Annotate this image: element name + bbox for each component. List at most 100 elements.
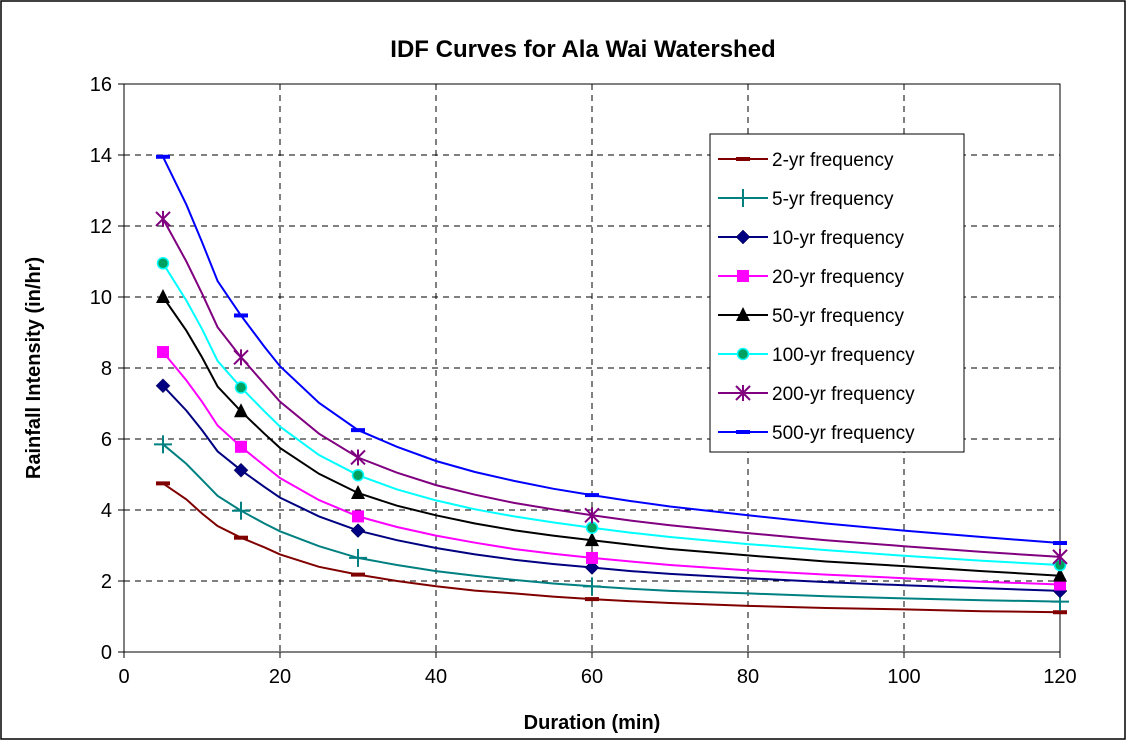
data-point — [351, 428, 365, 433]
legend-marker — [734, 189, 752, 207]
data-point — [584, 507, 600, 524]
series-line — [162, 482, 1061, 614]
legend-item: 20-yr frequency — [718, 267, 905, 288]
legend-item: 5-yr frequency — [718, 189, 894, 210]
x-tick-label: 100 — [887, 666, 920, 688]
data-point — [351, 468, 365, 482]
data-point — [155, 210, 171, 227]
legend-item: 200-yr frequency — [718, 384, 915, 405]
data-point — [234, 381, 248, 394]
y-tick-label: 8 — [101, 358, 112, 380]
legend-box — [709, 133, 965, 453]
series-5 — [156, 289, 1067, 582]
legend-marker — [736, 430, 750, 434]
data-point — [233, 462, 249, 478]
legend-item: 50-yr frequency — [718, 306, 905, 327]
y-axis-label: Rainfall Intensity (in/hr) — [23, 257, 45, 479]
y-tick-label: 14 — [90, 145, 112, 167]
data-point — [351, 572, 365, 577]
data-point — [156, 481, 170, 486]
legend-label: 100-yr frequency — [772, 345, 915, 366]
data-point — [1053, 567, 1067, 582]
data-point — [156, 154, 170, 159]
data-point — [1053, 610, 1067, 615]
series-line — [162, 385, 1061, 592]
x-tick-label: 60 — [581, 666, 603, 688]
data-point — [234, 403, 248, 418]
series-1 — [156, 481, 1067, 615]
data-point — [586, 551, 598, 564]
legend-item: 100-yr frequency — [718, 345, 915, 366]
legend-item: 10-yr frequency — [718, 228, 905, 249]
data-point — [352, 510, 364, 523]
x-tick-label: 80 — [737, 666, 759, 688]
legend-label: 5-yr frequency — [772, 189, 894, 210]
axis-ticks: 0 2 4 6 8 10 12 14 16 0 20 40 60 80 100 120 — [90, 74, 1077, 688]
legend-label: 20-yr frequency — [772, 267, 905, 288]
data-point — [585, 521, 599, 534]
legend-item: 500-yr frequency — [718, 423, 915, 444]
data-point — [585, 532, 599, 547]
legend-marker — [735, 385, 751, 401]
data-point — [350, 523, 366, 538]
legend-label: 200-yr frequency — [772, 384, 915, 405]
legend-marker — [737, 270, 749, 282]
data-point — [349, 548, 367, 567]
y-tick-label: 16 — [90, 74, 112, 96]
chart-title: IDF Curves for Ala Wai Watershed — [390, 36, 775, 63]
data-point — [234, 535, 248, 540]
data-point — [584, 560, 600, 575]
y-tick-label: 10 — [90, 287, 112, 309]
series-line — [162, 296, 1061, 577]
series-line — [162, 262, 1061, 566]
x-tick-label: 40 — [425, 666, 447, 688]
x-tick-label: 20 — [269, 666, 291, 688]
legend-label: 10-yr frequency — [772, 228, 905, 249]
series-line — [162, 218, 1061, 558]
legend-label: 50-yr frequency — [772, 306, 905, 327]
data-point — [585, 493, 599, 498]
data-point — [233, 349, 249, 366]
legend-marker — [736, 157, 750, 161]
series-line — [162, 443, 1061, 603]
data-point — [1052, 548, 1068, 565]
data-point — [235, 440, 247, 453]
x-tick-label: 120 — [1043, 666, 1076, 688]
data-point — [232, 501, 250, 520]
data-point — [583, 577, 601, 596]
series-line — [162, 156, 1061, 544]
legend-item: 2-yr frequency — [718, 150, 894, 171]
data-point — [351, 484, 365, 499]
data-point — [156, 289, 170, 303]
x-tick-label: 0 — [118, 666, 129, 688]
data-point — [155, 378, 171, 394]
y-tick-label: 0 — [101, 642, 112, 664]
legend-marker — [736, 307, 750, 321]
x-axis-label: Duration (min) — [524, 712, 661, 734]
data-point — [350, 449, 366, 466]
series-8 — [156, 154, 1067, 546]
series-layer — [154, 154, 1069, 615]
y-tick-label: 4 — [101, 500, 112, 522]
legend-label: 2-yr frequency — [772, 150, 894, 171]
legend-marker — [736, 347, 750, 361]
series-2 — [154, 435, 1069, 611]
series-4 — [157, 346, 1066, 591]
series-line — [162, 351, 1061, 586]
legend-marker — [735, 229, 751, 245]
legend-label: 500-yr frequency — [772, 423, 915, 444]
legend: 2-yr frequency 5-yr frequency 10-yr freque… — [709, 133, 965, 453]
data-point — [234, 313, 248, 318]
series-7 — [155, 210, 1068, 565]
y-tick-label: 6 — [101, 429, 112, 451]
data-point — [156, 257, 170, 270]
data-point — [585, 597, 599, 602]
data-point — [154, 435, 172, 454]
data-point — [157, 346, 169, 359]
series-6 — [156, 257, 1067, 572]
data-point — [1053, 541, 1067, 546]
y-tick-label: 12 — [90, 216, 112, 238]
y-tick-label: 2 — [101, 571, 112, 593]
